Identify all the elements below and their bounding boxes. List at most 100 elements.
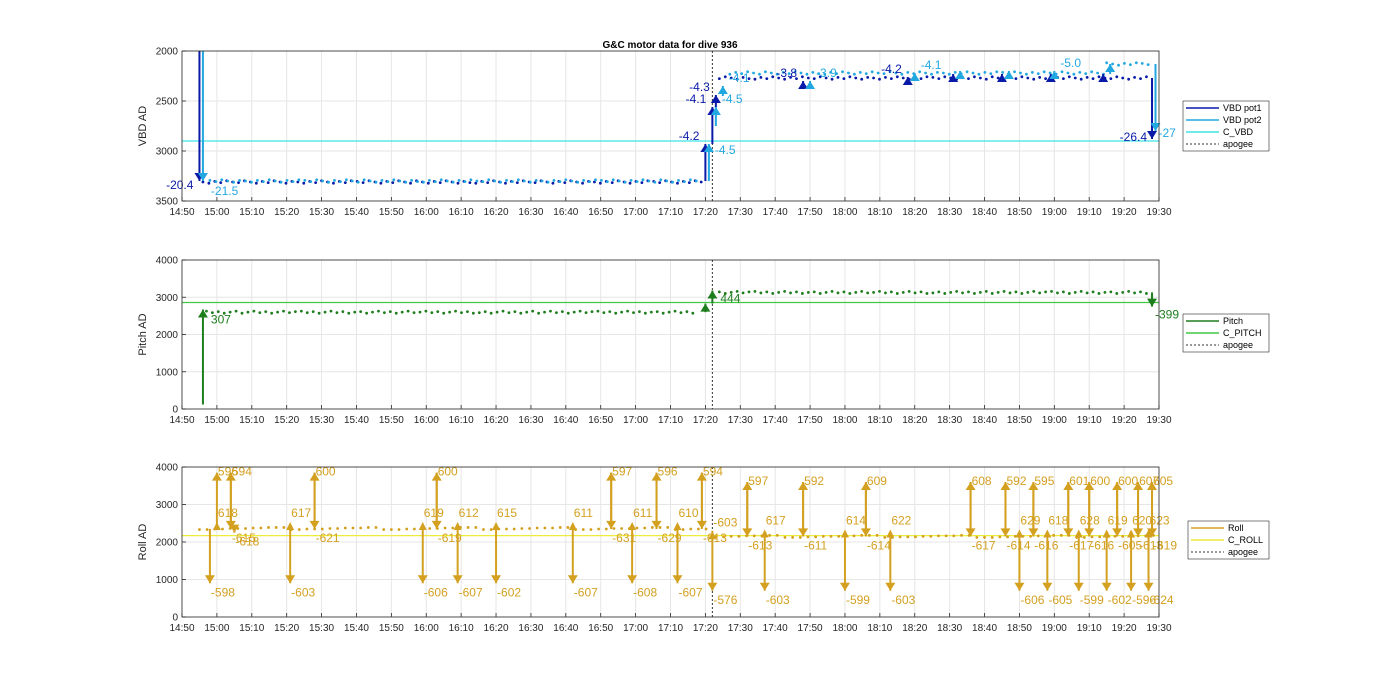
move-arrow-head (1014, 582, 1025, 591)
move-arrow-head (798, 81, 809, 89)
data-point (1127, 77, 1131, 81)
data-point (1115, 292, 1119, 295)
move-arrow-head (1000, 528, 1011, 537)
move-arrow-head (568, 522, 577, 530)
data-point (1085, 291, 1089, 295)
data-point (208, 179, 212, 182)
data-point (671, 180, 674, 184)
data-point (1098, 535, 1102, 539)
data-point (1097, 75, 1101, 79)
data-point (735, 289, 739, 293)
move-arrow-head (197, 173, 208, 181)
x-tick-label: 16:10 (449, 623, 474, 634)
data-point (653, 180, 657, 184)
move-label: -596 (1132, 593, 1156, 607)
move-label: 600 (438, 465, 458, 479)
data-point (775, 72, 779, 76)
data-point (812, 290, 816, 294)
data-point (391, 181, 395, 185)
data-point (246, 310, 250, 314)
data-point (1079, 77, 1083, 81)
move-arrow-head (1147, 528, 1158, 537)
data-point (635, 180, 639, 184)
data-point (1048, 71, 1052, 75)
data-point (919, 290, 923, 294)
x-tick-label: 16:10 (449, 415, 474, 426)
data-point (829, 534, 833, 538)
data-point (1078, 71, 1082, 74)
move-label: -4.1 (686, 92, 707, 106)
move-label: -603 (891, 593, 915, 607)
move-label: -602 (497, 585, 521, 599)
data-point (463, 180, 467, 184)
x-tick-label: 19:30 (1146, 623, 1171, 634)
data-point (650, 526, 654, 529)
data-point (294, 310, 297, 314)
move-label: 601 (1069, 474, 1089, 488)
data-point (919, 77, 923, 80)
data-point (410, 179, 413, 182)
x-tick-label: 15:10 (239, 207, 264, 218)
data-point (805, 72, 809, 76)
data-point (560, 310, 564, 314)
data-point (250, 180, 253, 184)
move-arrow-head (886, 529, 895, 538)
data-point (658, 526, 662, 529)
data-point (365, 311, 368, 315)
data-point (907, 289, 911, 293)
x-tick-label: 16:50 (588, 623, 613, 634)
data-point (978, 76, 982, 80)
data-point (781, 71, 785, 74)
move-arrow-head (431, 520, 442, 529)
data-point (596, 309, 600, 313)
data-point (753, 77, 757, 81)
data-point (737, 534, 741, 538)
data-point (632, 311, 635, 315)
move-arrow-head (1102, 529, 1111, 538)
subplot-2: 14:50 15:00 15:10 15:20 15:30 15:40 15:50 16:00… (137, 256, 1270, 426)
x-tick-label: 17:10 (658, 623, 683, 634)
data-point (474, 181, 478, 185)
data-point (323, 310, 327, 314)
data-point (270, 311, 274, 315)
x-tick-label: 18:50 (1007, 207, 1032, 218)
data-point (493, 179, 497, 183)
data-point (1066, 71, 1070, 75)
data-point (777, 76, 781, 80)
data-point (638, 310, 641, 314)
data-point (486, 181, 490, 185)
data-point (388, 310, 392, 314)
legend-label: C_ROLL (1228, 535, 1263, 545)
data-point (525, 310, 529, 314)
data-point (931, 291, 935, 295)
data-point (894, 71, 898, 75)
data-point (285, 179, 289, 182)
move-arrow-head (453, 522, 462, 530)
x-tick-label: 19:10 (1077, 623, 1102, 634)
data-point (683, 180, 686, 184)
data-point (605, 180, 609, 184)
data-point (884, 291, 887, 295)
data-point (552, 179, 556, 182)
data-point (1146, 63, 1150, 66)
move-arrow-head (1084, 528, 1095, 537)
data-point (1079, 289, 1083, 293)
data-point (214, 180, 218, 184)
data-point (436, 310, 440, 314)
data-point (643, 311, 647, 315)
legend-label: VBD pot2 (1223, 115, 1262, 125)
data-point (901, 76, 905, 80)
data-point (406, 309, 410, 313)
axes-frame (181, 50, 1160, 202)
move-label: 600 (1118, 474, 1138, 488)
x-tick-label: 19:00 (1042, 415, 1067, 426)
data-point (451, 180, 455, 184)
data-point (867, 533, 871, 537)
move-arrow-head (710, 107, 721, 115)
data-point (704, 527, 708, 531)
move-label: 619 (424, 506, 444, 520)
move-label: 618 (1048, 514, 1068, 528)
move-label: -598 (211, 585, 235, 599)
y-tick-label: 3000 (156, 293, 179, 304)
move-label: -629 (658, 531, 682, 545)
